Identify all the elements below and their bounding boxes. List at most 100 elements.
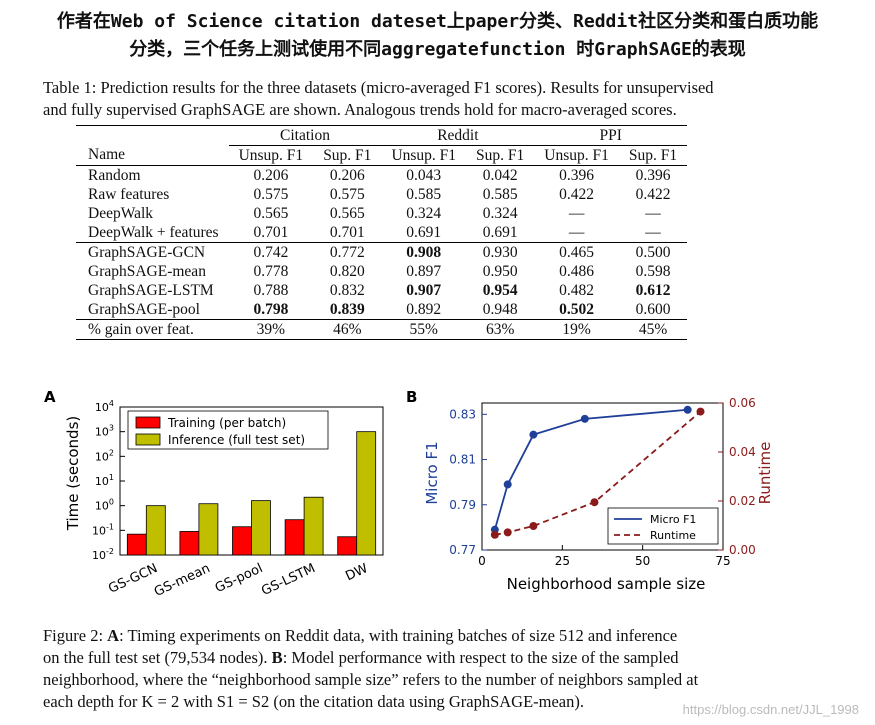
x-tick-label: GS-GCN — [106, 561, 160, 597]
table-cell: — — [645, 204, 661, 222]
col-reddit-sup: Sup. F1 — [476, 146, 525, 164]
panel-b-right-axis-label: Runtime — [756, 442, 774, 505]
bar-inference — [145, 505, 166, 556]
data-point — [529, 521, 538, 530]
col-ppi-sup: Sup. F1 — [628, 146, 678, 164]
table-cell: 0.043 — [406, 166, 442, 184]
table-caption: Table 1: Prediction results for the thre… — [43, 77, 803, 121]
figure-caption-line-3: neighborhood, where the “neighborhood sa… — [43, 670, 699, 689]
legend-label: Inference (full test set) — [168, 433, 305, 447]
figure-caption-line-2: on the full test set (79,534 nodes). B: … — [43, 648, 679, 667]
table-cell: 0.598 — [635, 262, 671, 280]
data-point — [696, 407, 705, 416]
row-name: GraphSAGE-GCN — [88, 243, 206, 261]
figure-caption: Figure 2: A: Timing experiments on Reddi… — [43, 625, 803, 713]
y-tick-label: 101 — [95, 473, 114, 488]
row-name: GraphSAGE-mean — [88, 262, 206, 280]
header-line-1: 作者在Web of Science citation dateset上paper… — [56, 11, 819, 32]
data-point — [580, 414, 589, 423]
table-cell: 0.565 — [253, 204, 289, 222]
table-cell: 0.575 — [329, 185, 365, 203]
table-cell: 0.950 — [482, 262, 518, 280]
results-table: Citation Reddit PPI Name Unsup. F1 Sup. … — [76, 125, 688, 340]
table-caption-line-2: and fully supervised GraphSAGE are shown… — [43, 100, 677, 119]
bar-inference — [198, 503, 219, 556]
data-point — [529, 430, 538, 439]
table-cell: 0.324 — [482, 204, 518, 222]
table-row: GraphSAGE-mean 0.778 0.820 0.897 0.950 0.486 0… — [76, 262, 687, 281]
x-tick-label: GS-mean — [152, 561, 213, 600]
y-tick-label: 100 — [95, 498, 114, 513]
table-cell: 0.788 — [253, 281, 289, 299]
sample-size-line-chart: B Micro F1 Runtime Neighborhood sample s… — [406, 388, 774, 593]
row-name: DeepWalk + features — [88, 223, 219, 241]
table-cell: 0.396 — [559, 166, 595, 184]
gain-cell: 63% — [485, 320, 515, 338]
y-tick-label: 10-1 — [92, 522, 114, 537]
table-cell: 0.778 — [253, 262, 289, 280]
x-tick-label: 25 — [555, 554, 570, 568]
data-point — [590, 498, 599, 507]
row-name: GraphSAGE-LSTM — [88, 281, 214, 299]
x-tick-label: GS-pool — [213, 561, 265, 596]
x-tick-label: 75 — [715, 554, 730, 568]
figure-caption-line-1: Figure 2: A: Timing experiments on Reddi… — [43, 626, 678, 645]
data-point — [490, 530, 499, 539]
x-tick-label: 0 — [478, 554, 486, 568]
legend-label: Micro F1 — [650, 513, 696, 526]
data-point — [503, 528, 512, 537]
panel-b-x-axis-label: Neighborhood sample size — [507, 575, 706, 593]
table-cell: 0.465 — [559, 243, 595, 261]
plot-frame — [481, 402, 724, 551]
y-left-tick-label: 0.77 — [449, 543, 476, 557]
table-cell: 0.422 — [635, 185, 671, 203]
header-line-2: 分类，三个任务上测试使用不同aggregatefunction 时GraphSA… — [129, 39, 746, 60]
x-tick-label: GS-LSTM — [259, 561, 318, 599]
row-name: DeepWalk — [88, 204, 154, 222]
table-cell: 0.930 — [482, 243, 518, 261]
legend-label: Runtime — [650, 529, 696, 542]
watermark: https://blog.csdn.net/JJL_1998 — [682, 702, 859, 717]
legend-box — [607, 507, 719, 545]
table-cell: 0.324 — [406, 204, 442, 222]
table-row: DeepWalk 0.565 0.565 0.324 0.324 — — — [76, 204, 687, 223]
table-caption-line-1: Table 1: Prediction results for the thre… — [43, 78, 714, 97]
gain-cell: 45% — [638, 320, 668, 338]
bar-training — [126, 533, 147, 556]
col-ppi-unsup: Unsup. F1 — [544, 146, 609, 164]
table-column-header-row: Name Unsup. F1 Sup. F1 Unsup. F1 Sup. F1… — [76, 146, 688, 166]
table-body: Random 0.206 0.206 0.043 0.042 0.396 0.396 Raw … — [76, 166, 688, 340]
table-cell: 0.772 — [329, 243, 365, 261]
bar-training — [179, 531, 200, 556]
table-row: DeepWalk + features 0.701 0.701 0.691 0.691 —… — [76, 223, 688, 243]
y-tick-label: 103 — [95, 424, 114, 439]
data-point — [683, 405, 692, 414]
table-cell: 0.798 — [253, 300, 289, 318]
y-tick-label: 102 — [95, 448, 114, 463]
series-line-runtime — [494, 410, 702, 536]
bar-inference — [303, 496, 324, 556]
chinese-header: 作者在Web of Science citation dateset上paper… — [0, 8, 875, 64]
table-cell: 0.585 — [482, 185, 518, 203]
table-cell: 0.701 — [253, 223, 289, 241]
table-cell: 0.486 — [559, 262, 595, 280]
table-row: GraphSAGE-pool 0.798 0.839 0.892 0.948 0.502 0… — [76, 300, 687, 320]
group-reddit: Reddit — [381, 125, 535, 146]
table-cell: 0.502 — [559, 300, 595, 318]
bar-inference — [356, 431, 377, 556]
table-cell: 0.907 — [406, 281, 442, 299]
y-right-tick-label: 0.02 — [729, 494, 756, 508]
panel-a-label: A — [44, 388, 56, 406]
y-right-tick-label: 0.00 — [729, 543, 756, 557]
table-cell: 0.612 — [635, 281, 671, 299]
panel-a-y-axis-label: Time (seconds) — [64, 416, 82, 532]
table-cell: 0.742 — [253, 243, 289, 261]
table-group-header-row: Citation Reddit PPI — [76, 125, 688, 146]
table-cell: 0.042 — [482, 166, 518, 184]
row-name: Random — [88, 166, 141, 184]
timing-bar-chart: A Time (seconds) 10-2 10-1 100 101 102 103 104… — [44, 388, 384, 600]
table-cell: — — [568, 204, 585, 222]
legend-swatch — [135, 433, 161, 446]
panel-b-label: B — [406, 388, 417, 406]
legend-swatch — [135, 416, 161, 429]
